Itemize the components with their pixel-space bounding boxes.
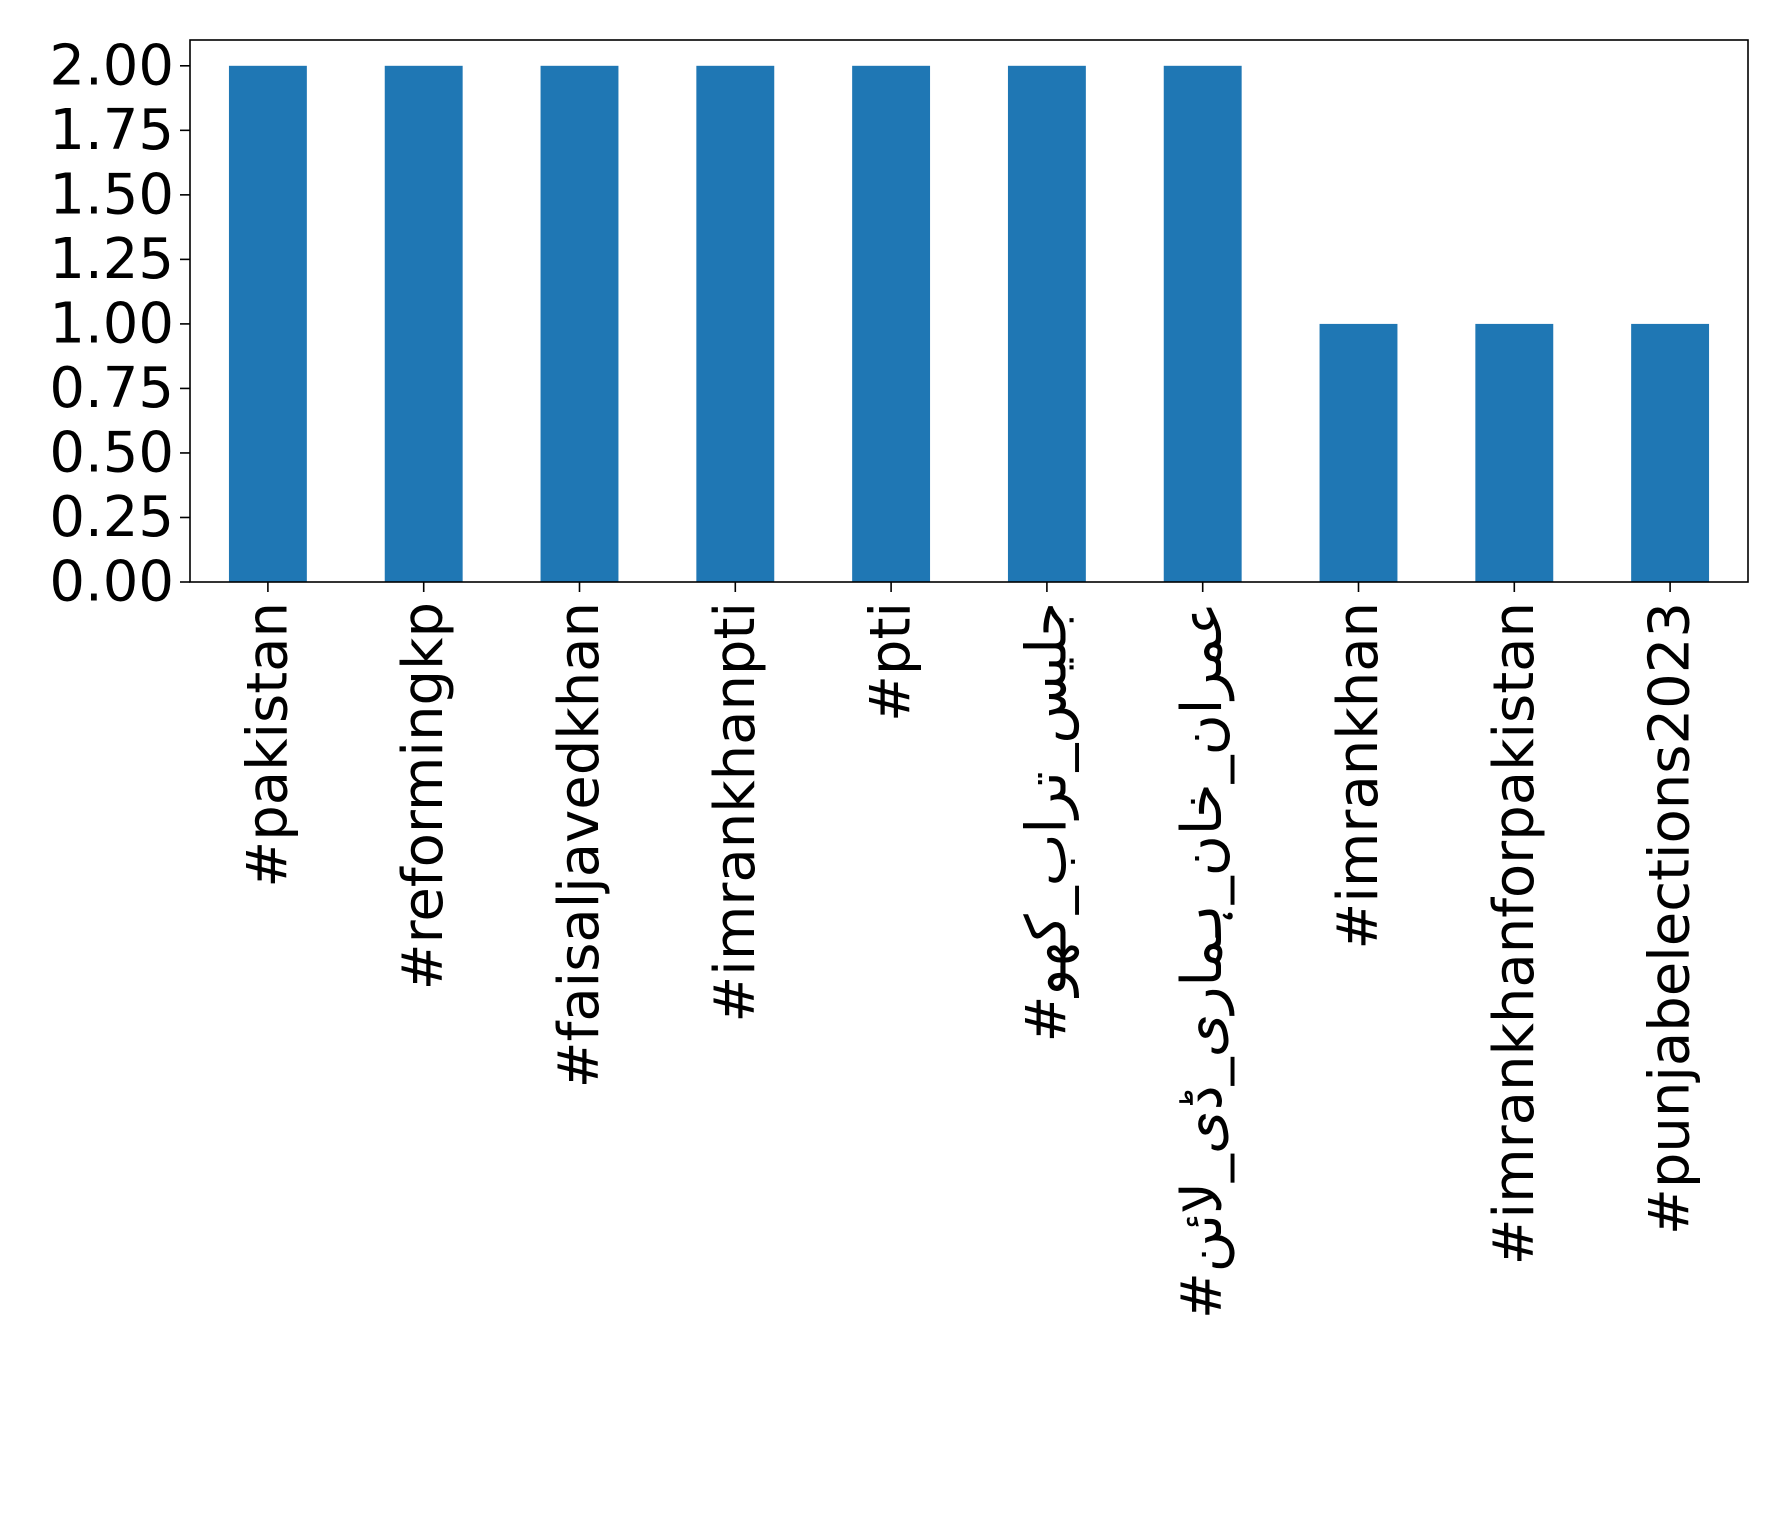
y-tick-label: 1.75 <box>49 98 174 163</box>
x-tick-label: #punjabelections2023 <box>1638 602 1703 1235</box>
x-tick-label: #pakistan <box>235 602 300 888</box>
bar-0 <box>228 65 307 583</box>
y-tick-label: 1.25 <box>49 227 174 292</box>
plot-frame <box>189 39 1749 583</box>
y-tick-label: 0.00 <box>49 550 174 615</box>
x-tick-label: #reformingkp <box>391 602 456 990</box>
x-tick-label: #imrankhanforpakistan <box>1482 602 1547 1265</box>
y-tick-label: 2.00 <box>49 33 174 98</box>
y-tick-label: 0.75 <box>49 356 174 421</box>
x-tick-label: #imrankhanpti <box>703 602 768 1023</box>
bar-3 <box>696 65 775 583</box>
bar-2 <box>540 65 619 583</box>
bar-7 <box>1319 323 1398 582</box>
bar-5 <box>1007 65 1086 583</box>
bars-group <box>228 65 1710 583</box>
bar-8 <box>1475 323 1554 582</box>
x-tick-label: #عمران_خان_ہماری_ڈی_لائن <box>1170 602 1235 1319</box>
y-tick-label: 0.50 <box>49 420 174 485</box>
bar-9 <box>1631 323 1710 582</box>
x-tick-label: #imrankhan <box>1326 602 1391 950</box>
y-tick-label: 0.25 <box>49 485 174 550</box>
y-axis-ticks: 0.000.250.500.751.001.251.501.752.00 <box>49 33 190 615</box>
x-tick-label: #pti <box>859 602 924 722</box>
bar-6 <box>1163 65 1242 583</box>
x-tick-label: #جلیس_تراب_کھو <box>1014 602 1079 1043</box>
x-tick-label: #faisaljavedkhan <box>547 602 612 1088</box>
y-tick-label: 1.50 <box>49 162 174 227</box>
x-axis-ticks: #pakistan #reformingkp #faisaljavedkhan #im… <box>235 582 1703 1319</box>
bar-4 <box>852 65 931 583</box>
y-tick-label: 1.00 <box>49 291 174 356</box>
bar-1 <box>384 65 463 583</box>
